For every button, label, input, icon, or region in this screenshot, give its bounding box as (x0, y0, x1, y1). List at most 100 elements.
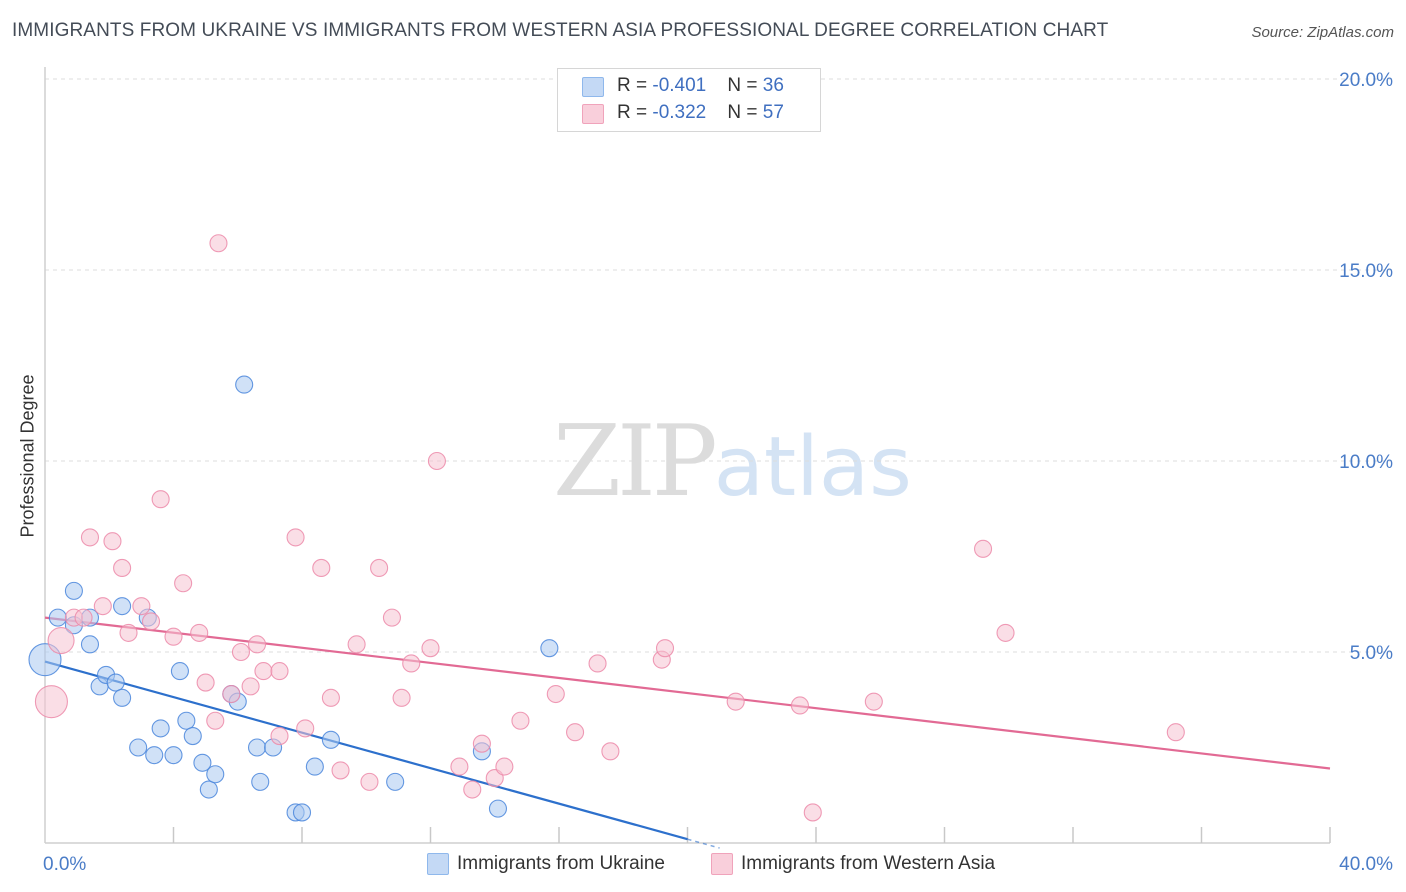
legend-swatch-western-asia (711, 853, 733, 875)
n-label: N = (727, 102, 763, 123)
source-label: Source: ZipAtlas.com (1251, 24, 1394, 41)
point-western-asia (34, 685, 68, 719)
point-western-asia (790, 696, 809, 715)
point-western-asia (103, 532, 122, 551)
point-western-asia (360, 772, 379, 791)
point-ukraine (170, 662, 189, 681)
watermark-zip: ZIP (553, 405, 718, 519)
point-western-asia (996, 623, 1015, 642)
point-ukraine (206, 765, 225, 784)
point-western-asia (270, 726, 289, 746)
point-western-asia (80, 528, 100, 547)
trendline-ukraine-extension (687, 838, 720, 849)
point-ukraine (247, 738, 267, 757)
point-western-asia (270, 662, 289, 681)
point-ukraine (151, 719, 170, 738)
point-western-asia (151, 490, 170, 509)
chart-legend: Immigrants from Ukraine Immigrants from … (0, 850, 1406, 878)
ukraine-swatch (582, 77, 604, 97)
western-asia-swatch (582, 104, 604, 124)
point-ukraine (164, 746, 183, 765)
data-points (28, 234, 1185, 822)
x-tick-label-min: 0.0% (43, 854, 86, 875)
point-western-asia (222, 684, 241, 704)
watermark: ZIPatlas (553, 405, 912, 519)
point-western-asia (495, 757, 514, 776)
point-western-asia (511, 711, 530, 730)
point-western-asia (546, 684, 565, 704)
point-western-asia (1166, 723, 1185, 742)
r-value-ukraine: -0.401 (652, 75, 707, 96)
r-label: R = (617, 102, 653, 123)
point-ukraine (64, 581, 83, 600)
point-western-asia (321, 688, 340, 707)
point-ukraine (80, 635, 100, 654)
point-ukraine (113, 597, 132, 616)
point-ukraine (183, 726, 202, 746)
legend-label-western-asia: Immigrants from Western Asia (741, 853, 996, 874)
point-western-asia (392, 688, 411, 707)
n-value-western-asia: 57 (762, 102, 784, 123)
watermark-atlas: atlas (713, 420, 912, 515)
point-western-asia (241, 677, 260, 696)
point-western-asia (254, 662, 273, 681)
point-western-asia (190, 623, 209, 642)
point-western-asia (588, 654, 607, 673)
point-western-asia (655, 639, 675, 658)
n-label: N = (727, 75, 763, 96)
point-western-asia (370, 558, 389, 578)
correlation-stats-box: R = -0.401 N = 36 R = -0.322 N = 57 (557, 68, 821, 132)
y-tick-label: 5.0% (1350, 643, 1393, 664)
point-western-asia (206, 711, 225, 730)
point-ukraine (199, 780, 218, 799)
chart-title: IMMIGRANTS FROM UKRAINE VS IMMIGRANTS FR… (12, 20, 1109, 41)
point-western-asia (472, 734, 491, 753)
point-western-asia (347, 635, 366, 654)
point-western-asia (93, 597, 112, 616)
n-value-ukraine: 36 (762, 75, 784, 96)
point-ukraine (129, 738, 148, 757)
point-western-asia (296, 719, 315, 738)
legend-label-ukraine: Immigrants from Ukraine (457, 853, 665, 874)
point-western-asia (382, 608, 402, 627)
r-value-western-asia: -0.322 (652, 102, 707, 123)
point-western-asia (450, 757, 469, 776)
y-tick-label: 10.0% (1339, 452, 1393, 473)
point-ukraine (48, 608, 67, 627)
point-western-asia (421, 639, 440, 658)
point-ukraine (251, 772, 270, 791)
point-western-asia (463, 780, 482, 799)
legend-swatch-ukraine (427, 853, 449, 875)
point-ukraine (488, 799, 508, 818)
point-ukraine (193, 753, 212, 772)
point-western-asia (726, 692, 745, 711)
r-label: R = (617, 75, 653, 96)
point-western-asia (119, 623, 138, 642)
tick-labels: 5.0% 10.0% 15.0% 20.0% 0.0% 40.0% (43, 70, 1393, 875)
point-western-asia (231, 642, 251, 662)
point-ukraine (321, 730, 340, 749)
point-ukraine (235, 375, 254, 394)
trendline-ukraine (44, 660, 688, 841)
point-ukraine (28, 643, 62, 677)
point-western-asia (286, 528, 305, 547)
point-western-asia (402, 654, 421, 673)
point-western-asia (132, 597, 151, 616)
point-western-asia (47, 626, 75, 655)
point-ukraine (113, 688, 132, 707)
point-western-asia (113, 558, 132, 578)
point-western-asia (601, 742, 620, 761)
y-tick-label: 15.0% (1339, 261, 1393, 282)
point-western-asia (141, 612, 161, 631)
point-western-asia (247, 635, 267, 654)
point-ukraine (305, 757, 324, 776)
point-ukraine (106, 673, 125, 692)
point-ukraine (177, 711, 196, 730)
point-ukraine (540, 639, 559, 658)
point-ukraine (145, 746, 164, 765)
point-ukraine (386, 772, 405, 791)
point-western-asia (864, 692, 883, 711)
x-tick-label-max: 40.0% (1339, 854, 1393, 875)
point-western-asia (973, 539, 993, 558)
